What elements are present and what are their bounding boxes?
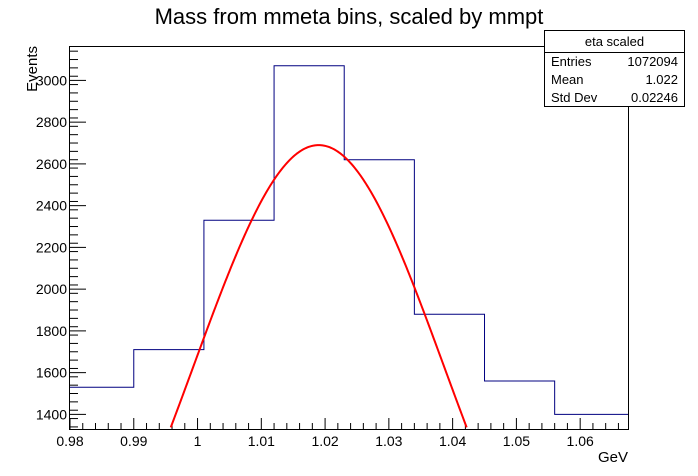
stats-title: eta scaled	[545, 31, 684, 53]
x-axis: 0.98 0.99 1 1.01 1.02 1.03 1.04 1.05 1.06	[56, 418, 619, 449]
plot-frame	[69, 46, 629, 430]
x-tick-label: 1.06	[567, 433, 594, 449]
stats-row-entries: Entries 1072094	[545, 53, 684, 71]
y-tick-label: 1600	[36, 365, 67, 381]
x-tick-label: 1.01	[248, 433, 275, 449]
x-tick-label: 1.04	[439, 433, 466, 449]
stats-row-mean: Mean 1.022	[545, 71, 684, 89]
x-axis-label: GeV	[598, 449, 628, 466]
y-tick-label: 1400	[36, 406, 67, 422]
y-tick-label: 1800	[36, 323, 67, 339]
x-tick-label: 1.02	[311, 433, 338, 449]
y-axis: 1400 1600 1800 2000 2200 2400 2600 2800 3000	[36, 50, 86, 428]
stats-entries-label: Entries	[551, 54, 592, 69]
chart-title: Mass from mmeta bins, scaled by mmpt	[155, 4, 544, 29]
stats-box: eta scaled Entries 1072094 Mean 1.022 St…	[544, 30, 685, 107]
histogram-series	[70, 65, 628, 415]
stats-mean-label: Mean	[551, 72, 584, 87]
y-tick-label: 3000	[36, 72, 67, 88]
stats-std-label: Std Dev	[551, 90, 598, 105]
y-tick-label: 2200	[36, 239, 67, 255]
y-axis-label: Events	[24, 46, 41, 92]
y-tick-label: 2000	[36, 281, 67, 297]
stats-std-value: 0.02246	[631, 90, 678, 105]
stats-mean-value: 1.022	[645, 72, 678, 87]
fit-curve	[169, 144, 468, 428]
stats-entries-value: 1072094	[627, 54, 678, 69]
stats-row-std: Std Dev 0.02246	[545, 89, 684, 107]
y-tick-label: 2600	[36, 156, 67, 172]
x-tick-label: 1	[194, 433, 202, 449]
x-tick-label: 0.99	[120, 433, 147, 449]
y-tick-label: 2800	[36, 114, 67, 130]
x-tick-label: 1.03	[375, 433, 402, 449]
x-tick-label: 1.05	[503, 433, 530, 449]
y-tick-label: 2400	[36, 198, 67, 214]
x-tick-label: 0.98	[56, 433, 83, 449]
